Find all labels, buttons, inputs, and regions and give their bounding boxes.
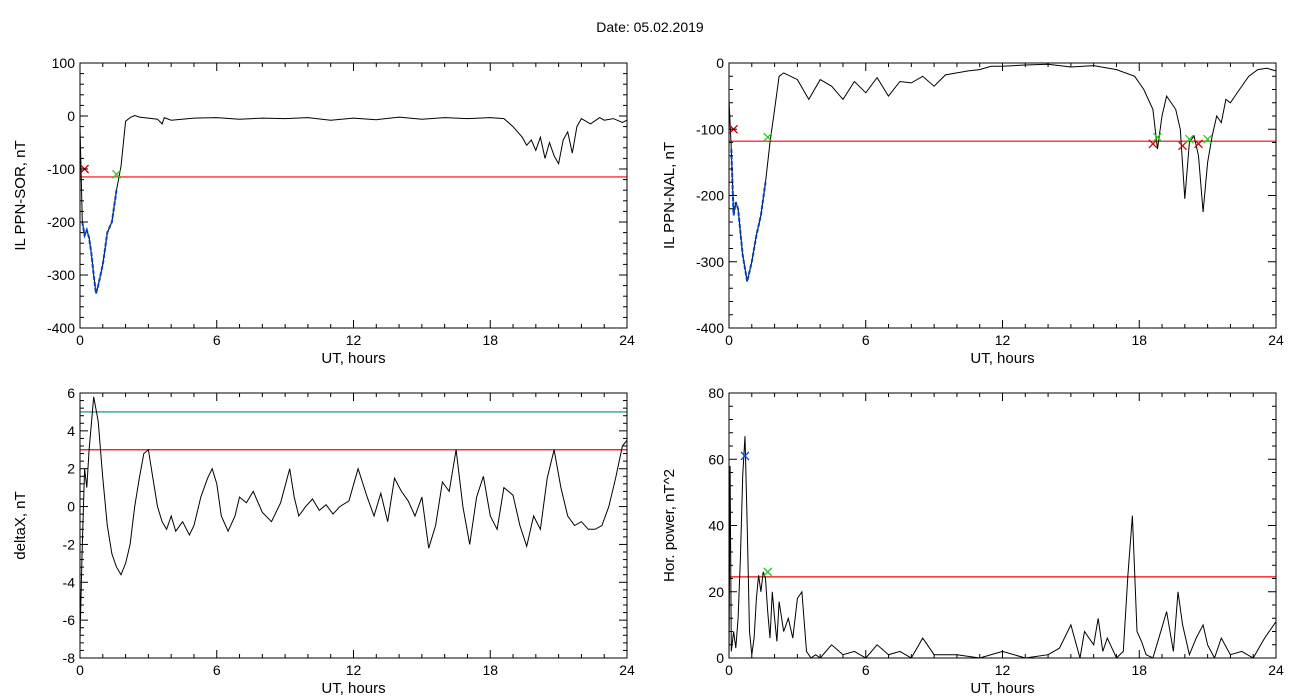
y-tick-label: -100	[47, 161, 75, 177]
x-tick-label: 6	[862, 662, 870, 678]
y-tick-label: -400	[696, 320, 724, 336]
series-line	[80, 396, 627, 640]
event-marker	[740, 451, 750, 461]
y-axis-label: IL PPN-SOR, nT	[12, 140, 29, 250]
y-tick-label: 60	[708, 451, 724, 467]
x-axis-label: UT, hours	[321, 680, 385, 697]
marker-stroke	[112, 169, 121, 179]
highlighted-segment	[730, 149, 767, 282]
event-marker	[1184, 134, 1194, 144]
x-tick-label: 12	[346, 332, 362, 348]
x-tick-label: 24	[619, 662, 635, 678]
y-tick-label: -200	[696, 188, 724, 204]
x-tick-label: 0	[725, 662, 733, 678]
x-tick-label: 12	[995, 662, 1011, 678]
plot-frame	[728, 392, 1277, 659]
y-tick-label: 40	[708, 518, 724, 534]
x-tick-label: 24	[1268, 662, 1284, 678]
y-axis-label: deltaX, nT	[12, 491, 29, 559]
marker-stroke	[763, 132, 773, 142]
event-marker	[1153, 132, 1162, 142]
y-tick-label: 2	[67, 461, 75, 477]
event-marker	[1148, 139, 1158, 149]
event-marker	[763, 567, 773, 577]
x-axis-label: UT, hours	[970, 680, 1034, 697]
x-tick-label: 6	[213, 662, 221, 678]
x-tick-label: 18	[1131, 662, 1147, 678]
y-tick-label: 0	[67, 499, 75, 515]
y-axis-label: Hor. power, nT^2	[661, 469, 678, 582]
y-tick-label: 20	[708, 584, 724, 600]
y-tick-label: 80	[708, 385, 724, 401]
marker-stroke	[1203, 134, 1213, 144]
panel-ppn-sor: 0 6 12 18 24 -400 -300 -200 -100 0 100 UT, hours IL …	[12, 55, 635, 367]
x-tick-label: 18	[482, 332, 498, 348]
x-tick-label: 18	[482, 662, 498, 678]
plot-frame	[79, 62, 628, 329]
y-tick-label: -8	[63, 650, 76, 666]
marker-stroke	[1184, 134, 1194, 144]
y-axis-label: IL PPN-NAL, nT	[661, 142, 678, 249]
y-tick-label: 4	[67, 423, 75, 439]
event-marker	[1194, 139, 1203, 149]
y-tick-label: -200	[47, 214, 75, 230]
event-marker	[112, 169, 121, 179]
panel-hor-power: 0 6 12 18 24 0 20 40 60 80 UT, hours Hor. power, nT…	[661, 385, 1284, 697]
event-marker	[1178, 141, 1188, 151]
x-tick-label: 6	[862, 332, 870, 348]
marker-stroke	[1178, 141, 1188, 151]
x-tick-label: 12	[346, 662, 362, 678]
marker-stroke	[763, 567, 773, 577]
series-line	[729, 63, 1276, 282]
event-marker	[1203, 134, 1213, 144]
y-tick-label: 0	[716, 55, 724, 71]
marker-stroke	[1194, 139, 1203, 149]
date-title: Date: 05.02.2019	[596, 19, 704, 35]
x-tick-label: 0	[76, 332, 84, 348]
y-tick-label: -400	[47, 320, 75, 336]
x-tick-label: 24	[619, 332, 635, 348]
plot-frame	[79, 392, 628, 659]
series-line	[729, 436, 1276, 658]
marker-stroke	[1153, 132, 1162, 142]
x-axis-label: UT, hours	[970, 350, 1034, 367]
y-tick-label: 0	[716, 650, 724, 666]
y-tick-label: 0	[67, 108, 75, 124]
highlighted-segment	[81, 190, 118, 294]
x-tick-label: 0	[76, 662, 84, 678]
y-tick-label: -300	[47, 267, 75, 283]
event-marker	[763, 132, 773, 142]
y-tick-label: 100	[52, 55, 76, 71]
x-tick-label: 24	[1268, 332, 1284, 348]
panel-ppn-nal: 0 6 12 18 24 -400 -300 -200 -100 0 UT, hours IL PPN…	[661, 55, 1284, 367]
y-tick-label: -100	[696, 121, 724, 137]
y-tick-label: -6	[63, 612, 76, 628]
series-line	[80, 114, 627, 294]
x-tick-label: 18	[1131, 332, 1147, 348]
marker-stroke	[740, 451, 750, 461]
y-tick-label: 6	[67, 385, 75, 401]
marker-stroke	[1148, 139, 1158, 149]
x-tick-label: 0	[725, 332, 733, 348]
x-tick-label: 6	[213, 332, 221, 348]
plot-frame	[728, 62, 1277, 329]
y-tick-label: -2	[63, 536, 76, 552]
x-tick-label: 12	[995, 332, 1011, 348]
x-axis-label: UT, hours	[321, 350, 385, 367]
y-tick-label: -300	[696, 254, 724, 270]
y-tick-label: -4	[63, 574, 76, 590]
